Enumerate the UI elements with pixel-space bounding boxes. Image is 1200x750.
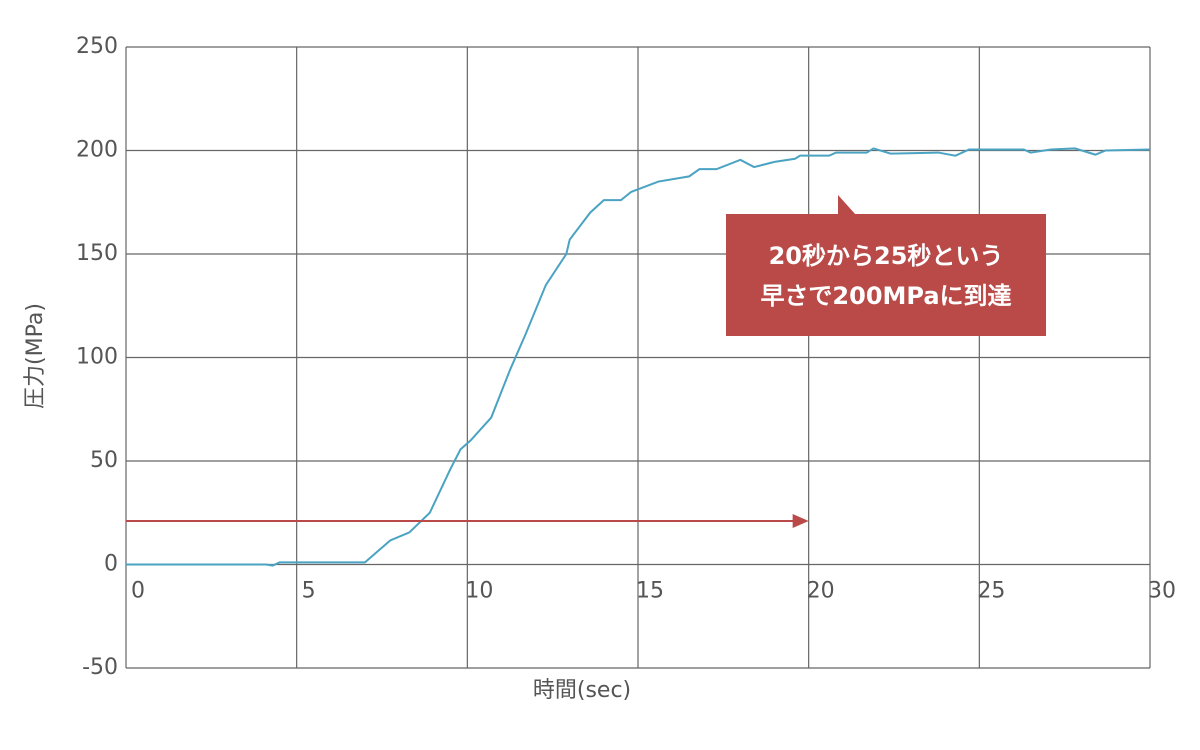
callout-text: 20秒から25秒という	[769, 242, 1004, 270]
y-tick-label: 100	[76, 345, 118, 370]
x-tick-label: 20	[807, 579, 835, 604]
x-tick-label: 0	[131, 579, 145, 604]
x-tick-label: 15	[636, 579, 664, 604]
callout-box	[726, 214, 1046, 336]
x-tick-label: 30	[1148, 579, 1176, 604]
x-tick-label: 10	[465, 579, 493, 604]
y-tick-label: 150	[76, 241, 118, 266]
callout-text: 早さで200MPaに到達	[760, 282, 1011, 310]
y-tick-label: -50	[82, 655, 118, 680]
data-line	[126, 147, 1151, 567]
x-tick-label: 25	[977, 579, 1005, 604]
y-axis-label: 圧力(MPa)	[23, 303, 48, 409]
y-tick-label: 250	[76, 34, 118, 59]
y-tick-label: 50	[90, 448, 118, 473]
y-tick-label: 200	[76, 138, 118, 163]
y-tick-label: 0	[104, 552, 118, 577]
x-axis-label: 時間(sec)	[533, 678, 631, 703]
x-tick-label: 5	[302, 579, 316, 604]
arrow-head	[792, 514, 809, 529]
callout-pointer	[838, 195, 856, 215]
